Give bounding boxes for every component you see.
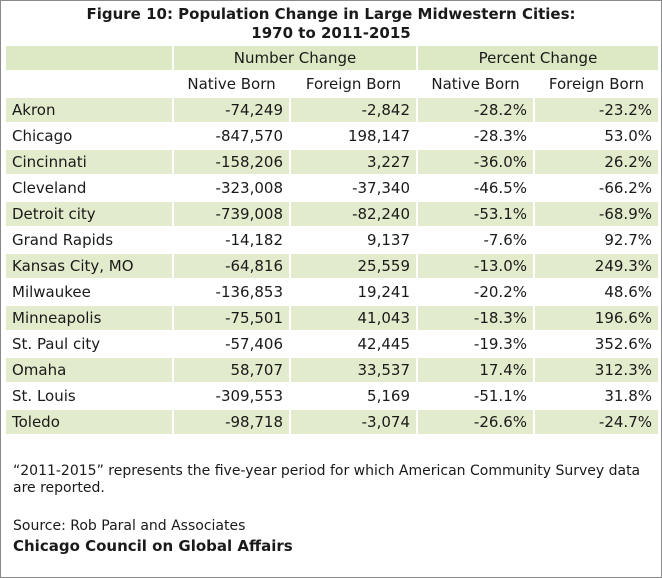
value-cell: -82,240 [289,200,418,228]
value-cell: 196.6% [533,304,660,332]
value-cell: -14,182 [172,226,291,254]
value-cell: -19.3% [416,330,535,358]
value-cell: 48.6% [533,278,660,306]
number-change-header: Number Change [172,44,418,72]
value-cell: -98,718 [172,408,291,436]
value-cell: 31.8% [533,382,660,410]
value-cell: -20.2% [416,278,535,306]
value-cell: 352.6% [533,330,660,358]
value-cell: -53.1% [416,200,535,228]
table-row: Cincinnati -158,206 3,227 -36.0% 26.2% [4,148,660,176]
value-cell: 92.7% [533,226,660,254]
value-cell: -739,008 [172,200,291,228]
city-name-cell: Kansas City, MO [4,252,174,280]
table-row: Kansas City, MO -64,816 25,559 -13.0% 249.3% [4,252,660,280]
value-cell: -323,008 [172,174,291,202]
num-native-born-header: Native Born [172,70,291,98]
corner-cell [4,70,174,98]
table-row: St. Paul city -57,406 42,445 -19.3% 352.6% [4,330,660,358]
city-name-cell: Toledo [4,408,174,436]
value-cell: -66.2% [533,174,660,202]
value-cell: -847,570 [172,122,291,150]
table-row: St. Louis -309,553 5,169 -51.1% 31.8% [4,382,660,410]
title-line-2: 1970 to 2011-2015 [251,24,411,42]
value-cell: -64,816 [172,252,291,280]
value-cell: -158,206 [172,148,291,176]
table-row: Milwaukee -136,853 19,241 -20.2% 48.6% [4,278,660,306]
value-cell: 26.2% [533,148,660,176]
pct-foreign-born-header: Foreign Born [533,70,660,98]
value-cell: -2,842 [289,96,418,124]
city-name-cell: Cleveland [4,174,174,202]
figure-title: Figure 10: Population Change in Large Mi… [1,5,661,43]
value-cell: -28.2% [416,96,535,124]
city-name-cell: Omaha [4,356,174,384]
value-cell: -18.3% [416,304,535,332]
table-row: Cleveland -323,008 -37,340 -46.5% -66.2% [4,174,660,202]
city-name-cell: Akron [4,96,174,124]
value-cell: -68.9% [533,200,660,228]
value-cell: -57,406 [172,330,291,358]
city-name-cell: Detroit city [4,200,174,228]
value-cell: -23.2% [533,96,660,124]
city-name-cell: Grand Rapids [4,226,174,254]
value-cell: 312.3% [533,356,660,384]
city-name-cell: Cincinnati [4,148,174,176]
table-row: Detroit city -739,008 -82,240 -53.1% -68.9% [4,200,660,228]
value-cell: -26.6% [416,408,535,436]
value-cell: 33,537 [289,356,418,384]
value-cell: -46.5% [416,174,535,202]
table-row: Akron -74,249 -2,842 -28.2% -23.2% [4,96,660,124]
footnote: “2011-2015” represents the five-year per… [13,463,641,496]
group-header-row: Number Change Percent Change [4,44,660,72]
value-cell: 41,043 [289,304,418,332]
value-cell: -51.1% [416,382,535,410]
table-body: Akron -74,249 -2,842 -28.2% -23.2% Chicago -84… [4,96,660,436]
value-cell: -28.3% [416,122,535,150]
pct-native-born-header: Native Born [416,70,535,98]
num-foreign-born-header: Foreign Born [289,70,418,98]
value-cell: 53.0% [533,122,660,150]
city-name-cell: Milwaukee [4,278,174,306]
table-row: Toledo -98,718 -3,074 -26.6% -24.7% [4,408,660,436]
value-cell: 17.4% [416,356,535,384]
table-row: Chicago -847,570 198,147 -28.3% 53.0% [4,122,660,150]
sub-header-row: Native Born Foreign Born Native Born For… [4,70,660,98]
table-row: Grand Rapids -14,182 9,137 -7.6% 92.7% [4,226,660,254]
table-row: Minneapolis -75,501 41,043 -18.3% 196.6% [4,304,660,332]
value-cell: -74,249 [172,96,291,124]
value-cell: 5,169 [289,382,418,410]
value-cell: 25,559 [289,252,418,280]
corner-cell [4,44,174,72]
value-cell: 3,227 [289,148,418,176]
value-cell: -36.0% [416,148,535,176]
value-cell: 249.3% [533,252,660,280]
value-cell: 198,147 [289,122,418,150]
percent-change-header: Percent Change [416,44,660,72]
source-line: Source: Rob Paral and Associates [13,518,246,534]
city-name-cell: Minneapolis [4,304,174,332]
value-cell: -24.7% [533,408,660,436]
value-cell: 9,137 [289,226,418,254]
value-cell: -7.6% [416,226,535,254]
title-line-1: Figure 10: Population Change in Large Mi… [86,5,576,23]
value-cell: -13.0% [416,252,535,280]
table-row: Omaha 58,707 33,537 17.4% 312.3% [4,356,660,384]
value-cell: 58,707 [172,356,291,384]
value-cell: -136,853 [172,278,291,306]
value-cell: -309,553 [172,382,291,410]
value-cell: 42,445 [289,330,418,358]
city-name-cell: St. Louis [4,382,174,410]
city-name-cell: Chicago [4,122,174,150]
organization-name: Chicago Council on Global Affairs [13,537,293,555]
population-table: Number Change Percent Change Native Born… [4,44,660,436]
value-cell: 19,241 [289,278,418,306]
value-cell: -37,340 [289,174,418,202]
value-cell: -3,074 [289,408,418,436]
value-cell: -75,501 [172,304,291,332]
city-name-cell: St. Paul city [4,330,174,358]
